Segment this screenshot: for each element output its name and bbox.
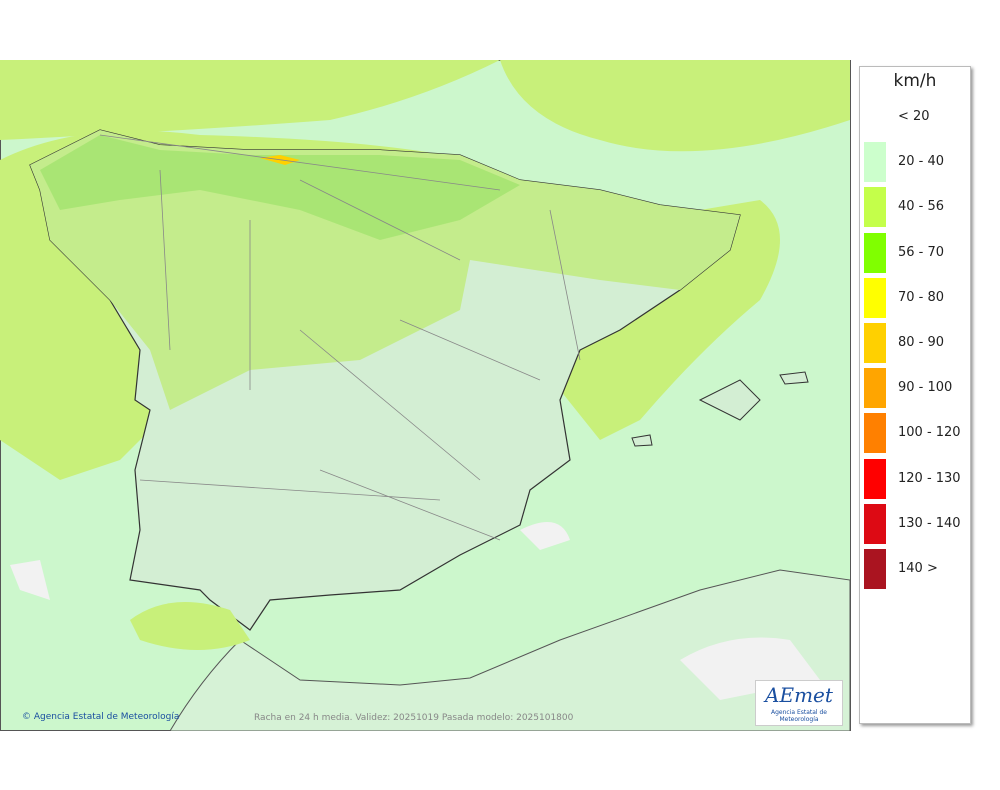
legend-label: 70 - 80 — [898, 289, 945, 305]
legend-item: 140 > — [864, 549, 968, 589]
legend-item: < 20 — [864, 97, 968, 137]
legend-item: 120 - 130 — [864, 458, 968, 499]
legend-item: 20 - 40 — [864, 142, 968, 183]
north-africa — [169, 569, 851, 731]
map — [0, 60, 851, 731]
copyright-text: Agencia Estatal de Meteorología — [33, 712, 180, 722]
no-data — [10, 522, 820, 700]
legend-label: 130 - 140 — [898, 515, 961, 531]
legend-label: 140 > — [898, 561, 938, 576]
legend-label: 40 - 56 — [898, 199, 945, 215]
legend-swatch — [864, 323, 886, 363]
legend-unit: km/h — [893, 71, 937, 91]
legend-swatch — [864, 232, 886, 273]
caption: Racha en 24 h media. Validez: 20251019 P… — [254, 713, 574, 723]
legend-label: 100 - 120 — [898, 425, 961, 441]
logo-subtitle: Agencia Estatal de Meteorología — [770, 709, 827, 723]
logo: AEmet Agencia Estatal de Meteorología — [755, 680, 843, 726]
balearic-islands — [631, 371, 809, 447]
logo-name: AEmet — [765, 683, 833, 707]
legend-swatch — [864, 187, 886, 228]
legend-item: 80 - 90 — [864, 323, 968, 363]
legend: km/h < 20 20 - 40 40 - 56 56 - 70 70 - 80 80 … — [859, 66, 971, 724]
legend-item: 70 - 80 — [864, 277, 968, 318]
legend-item: 56 - 70 — [864, 232, 968, 273]
wind-zone — [40, 135, 520, 240]
legend-label: 120 - 130 — [898, 470, 961, 486]
legend-label: 56 - 70 — [898, 244, 945, 260]
legend-label: < 20 — [898, 109, 930, 124]
legend-item: 130 - 140 — [864, 503, 968, 544]
legend-swatch — [864, 368, 886, 409]
legend-swatch — [864, 549, 886, 589]
region-border — [99, 134, 581, 541]
wind-zone — [0, 60, 850, 152]
legend-label: 20 - 40 — [898, 154, 945, 170]
legend-swatch — [864, 277, 886, 318]
legend-swatch — [864, 503, 886, 544]
wind-zone — [30, 130, 740, 410]
wind-zone — [130, 602, 250, 650]
legend-swatch — [864, 413, 886, 454]
legend-swatch — [864, 142, 886, 183]
legend-item: 100 - 120 — [864, 413, 968, 454]
legend-item: 40 - 56 — [864, 187, 968, 228]
copyright: © Agencia Estatal de Meteorología — [22, 712, 180, 722]
legend-item: 90 - 100 — [864, 368, 968, 409]
legend-swatch — [864, 458, 886, 499]
legend-label: 90 - 100 — [898, 380, 953, 396]
legend-label: 80 - 90 — [898, 335, 945, 350]
